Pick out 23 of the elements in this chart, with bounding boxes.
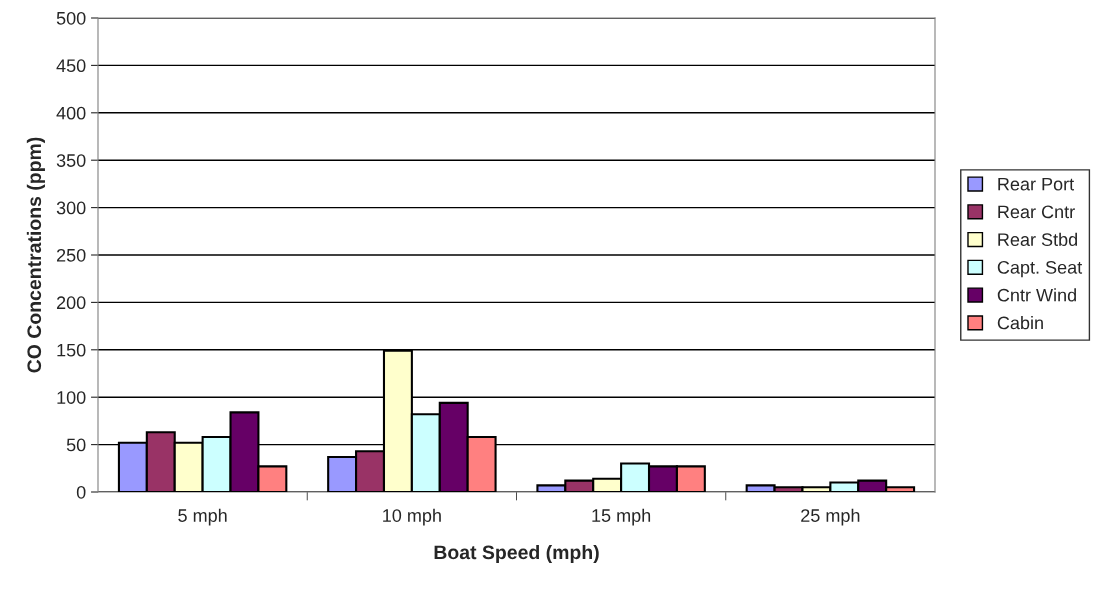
legend-label: Cntr Wind: [997, 288, 1076, 302]
x-tick-label: 25 mph: [801, 508, 860, 526]
y-tick-label: 200: [56, 296, 86, 310]
y-tick-label: 0: [76, 485, 86, 499]
x-tick-label: 15 mph: [592, 508, 651, 526]
y-tick-label: 50: [66, 438, 86, 452]
y-tick-label: 300: [56, 201, 86, 215]
legend-label: Capt. Seat: [997, 260, 1083, 278]
legend-label: Rear Port: [998, 177, 1075, 191]
y-tick-label: 400: [56, 106, 86, 120]
y-tick-label: 350: [56, 154, 86, 167]
y-tick-label: 100: [57, 391, 86, 404]
x-tick-label: 10 mph: [383, 508, 441, 526]
legend-label: Rear Cntr: [998, 205, 1075, 219]
y-axis-title: CO Concentrations (ppm): [26, 137, 45, 373]
x-axis-title: Boat Speed (mph): [434, 544, 599, 564]
x-tick-label: 5 mph: [178, 508, 227, 526]
y-tick-label: 450: [56, 59, 86, 73]
legend-label: Rear Stbd: [998, 232, 1078, 247]
y-tick-label: 500: [56, 11, 86, 25]
legend-label: Cabin: [997, 316, 1043, 330]
y-tick-label: 150: [57, 343, 86, 357]
y-tick-label: 250: [56, 248, 86, 262]
